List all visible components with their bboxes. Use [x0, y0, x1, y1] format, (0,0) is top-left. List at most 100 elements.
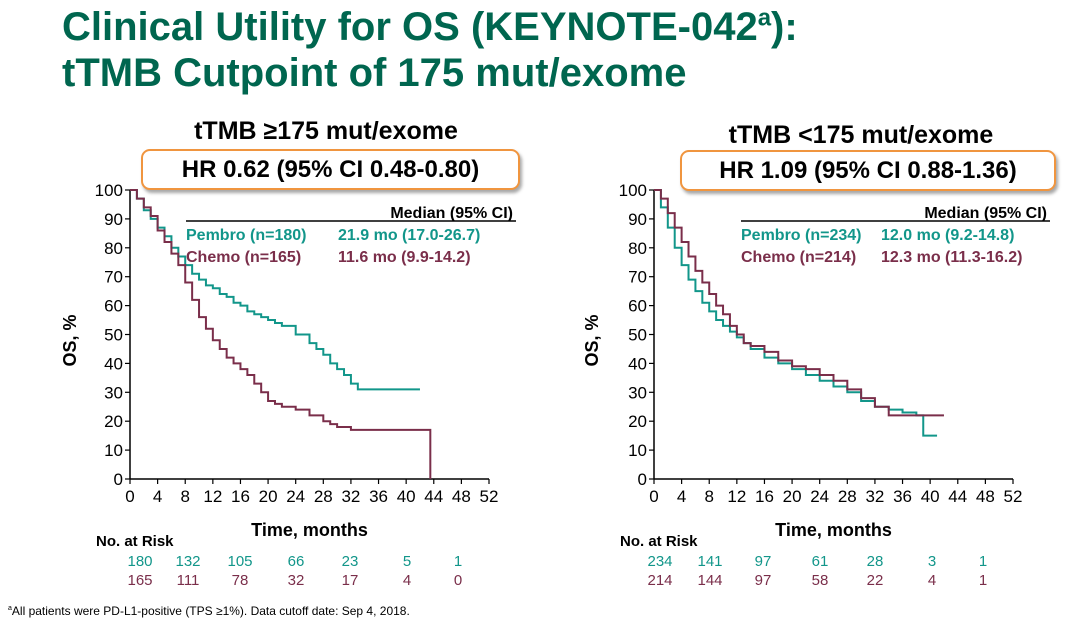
panel2-y-tick-label: 80 — [628, 239, 647, 258]
panel1-x-tick-label: 40 — [397, 487, 416, 506]
panel1-at-risk-value: 165 — [127, 572, 152, 589]
panel1-y-tick-label: 40 — [104, 354, 123, 373]
right-panel-title: tTMB <175 mut/exome — [728, 121, 994, 149]
right-hr-box: HR 1.09 (95% CI 0.88-1.36) — [680, 150, 1056, 191]
slide-title: Clinical Utility for OS (KEYNOTE-042a): … — [62, 4, 798, 96]
panel1-y-tick-label: 100 — [95, 181, 123, 200]
panel1-at-risk-value: 17 — [342, 572, 359, 589]
panel1-x-tick-label: 0 — [125, 487, 134, 506]
panel2-x-tick-label: 4 — [677, 487, 686, 506]
title-line-2: tTMB Cutpoint of 175 mut/exome — [62, 51, 687, 95]
panel2-at-risk-value: 3 — [928, 553, 936, 570]
panel2-x-tick-label: 20 — [783, 487, 802, 506]
panel1-x-tick-label: 28 — [314, 487, 333, 506]
panel2-legend-median: 12.3 mo (11.3-16.2) — [881, 249, 1022, 266]
panel2-y-tick-label: 20 — [628, 412, 647, 431]
panel2-x-tick-label: 52 — [1004, 487, 1023, 506]
panel2-x-tick-label: 12 — [727, 487, 746, 506]
panel2-x-tick-label: 8 — [704, 487, 713, 506]
panel2-at-risk-label: No. at Risk — [620, 533, 698, 550]
panel2-x-tick-label: 16 — [755, 487, 774, 506]
panel2-x-axis-label: Time, months — [775, 520, 892, 540]
panel2-y-tick-label: 100 — [619, 181, 647, 200]
panel1-at-risk-value: 111 — [177, 572, 200, 589]
panel2-at-risk-value: 58 — [812, 572, 829, 589]
panel1-at-risk-value: 78 — [232, 572, 249, 589]
panel2-at-risk-value: 28 — [867, 553, 884, 570]
panel1-y-tick-label: 70 — [104, 268, 123, 287]
panel2-y-tick-label: 50 — [628, 326, 647, 345]
panel2-y-tick-label: 70 — [628, 268, 647, 287]
panel1-y-tick-label: 50 — [104, 326, 123, 345]
panel1-at-risk-value: 132 — [175, 553, 200, 570]
panel2-at-risk-value: 22 — [867, 572, 884, 589]
panel1-y-tick-label: 30 — [104, 383, 123, 402]
panel2-at-risk-value: 214 — [647, 572, 672, 589]
panel1-x-tick-label: 44 — [424, 487, 443, 506]
panel1-legend-label: Pembro (n=180) — [186, 227, 306, 244]
panel1-legend-median: 21.9 mo (17.0-26.7) — [338, 227, 480, 244]
panel2-x-tick-label: 28 — [838, 487, 857, 506]
panel1-y-tick-label: 80 — [104, 239, 123, 258]
panel2-y-tick-label: 30 — [628, 383, 647, 402]
panel2-at-risk-value: 141 — [697, 553, 722, 570]
panel1-at-risk-value: 66 — [288, 553, 305, 570]
panel1-at-risk-label: No. at Risk — [96, 533, 174, 550]
panel2-x-tick-label: 24 — [810, 487, 829, 506]
panel2-x-tick-label: 44 — [948, 487, 967, 506]
panel2-y-tick-label: 10 — [628, 441, 647, 460]
panel2-legend-label: Chemo (n=214) — [741, 249, 856, 266]
panel2-x-tick-label: 32 — [865, 487, 884, 506]
panel1-y-tick-label: 0 — [114, 470, 123, 489]
panel1-legend-median: 11.6 mo (9.9-14.2) — [338, 249, 471, 266]
panel1-y-tick-label: 20 — [104, 412, 123, 431]
panel1-at-risk-value: 5 — [403, 553, 411, 570]
panel1-at-risk-value: 105 — [227, 553, 252, 570]
panel1-x-tick-label: 20 — [259, 487, 278, 506]
footnote: aAll patients were PD-L1-positive (TPS ≥… — [8, 604, 410, 618]
panel1-x-axis-label: Time, months — [251, 520, 368, 540]
panel1-x-tick-label: 36 — [369, 487, 388, 506]
panel1-at-risk-value: 4 — [403, 572, 411, 589]
panel2-at-risk-value: 144 — [697, 572, 722, 589]
panel1-series-pembro-curve — [130, 189, 420, 391]
panel1-series-chemo-curve — [130, 189, 432, 479]
title-superscript: a — [757, 4, 772, 32]
panel2-at-risk-value: 234 — [647, 553, 672, 570]
panel1-x-tick-label: 52 — [480, 487, 499, 506]
panel2-at-risk-value: 4 — [928, 572, 936, 589]
panel2-series-chemo-curve — [654, 189, 944, 417]
panel1-legend-label: Chemo (n=165) — [186, 249, 301, 266]
panel1-at-risk-value: 180 — [127, 553, 152, 570]
panel2-at-risk-value: 97 — [755, 553, 772, 570]
panel1-at-risk-value: 32 — [288, 572, 305, 589]
panel1-x-tick-label: 24 — [286, 487, 305, 506]
panel1-y-tick-label: 90 — [104, 210, 123, 229]
panel1-at-risk-value: 23 — [342, 553, 359, 570]
panel2-y-tick-label: 0 — [638, 470, 647, 489]
panel2-at-risk-value: 61 — [812, 553, 829, 570]
panel2-legend-median: 12.0 mo (9.2-14.8) — [881, 227, 1014, 244]
panel2-at-risk-value: 1 — [979, 553, 987, 570]
panel2-x-tick-label: 48 — [976, 487, 995, 506]
panel2-x-tick-label: 36 — [893, 487, 912, 506]
panel1-x-tick-label: 8 — [180, 487, 189, 506]
panel2-x-tick-label: 40 — [921, 487, 940, 506]
panel1-y-tick-label: 60 — [104, 297, 123, 316]
panel1-x-tick-label: 4 — [153, 487, 162, 506]
panel1-x-tick-label: 12 — [203, 487, 222, 506]
panel1-at-risk-value: 1 — [454, 553, 462, 570]
left-panel-title: tTMB ≥175 mut/exome — [194, 117, 458, 145]
panel2-y-tick-label: 40 — [628, 354, 647, 373]
panel1-at-risk-value: 0 — [454, 572, 462, 589]
panel1-y-tick-label: 10 — [104, 441, 123, 460]
left-hr-box: HR 0.62 (95% CI 0.48-0.80) — [141, 149, 520, 190]
panel2-at-risk-value: 1 — [979, 572, 987, 589]
panel2-x-tick-label: 0 — [649, 487, 658, 506]
panel1-x-tick-label: 32 — [341, 487, 360, 506]
panel2-y-tick-label: 60 — [628, 297, 647, 316]
title-line-1: Clinical Utility for OS (KEYNOTE-042a): — [62, 4, 798, 49]
panel2-legend-label: Pembro (n=234) — [741, 227, 861, 244]
panel2-y-axis-label: OS, % — [582, 314, 602, 366]
